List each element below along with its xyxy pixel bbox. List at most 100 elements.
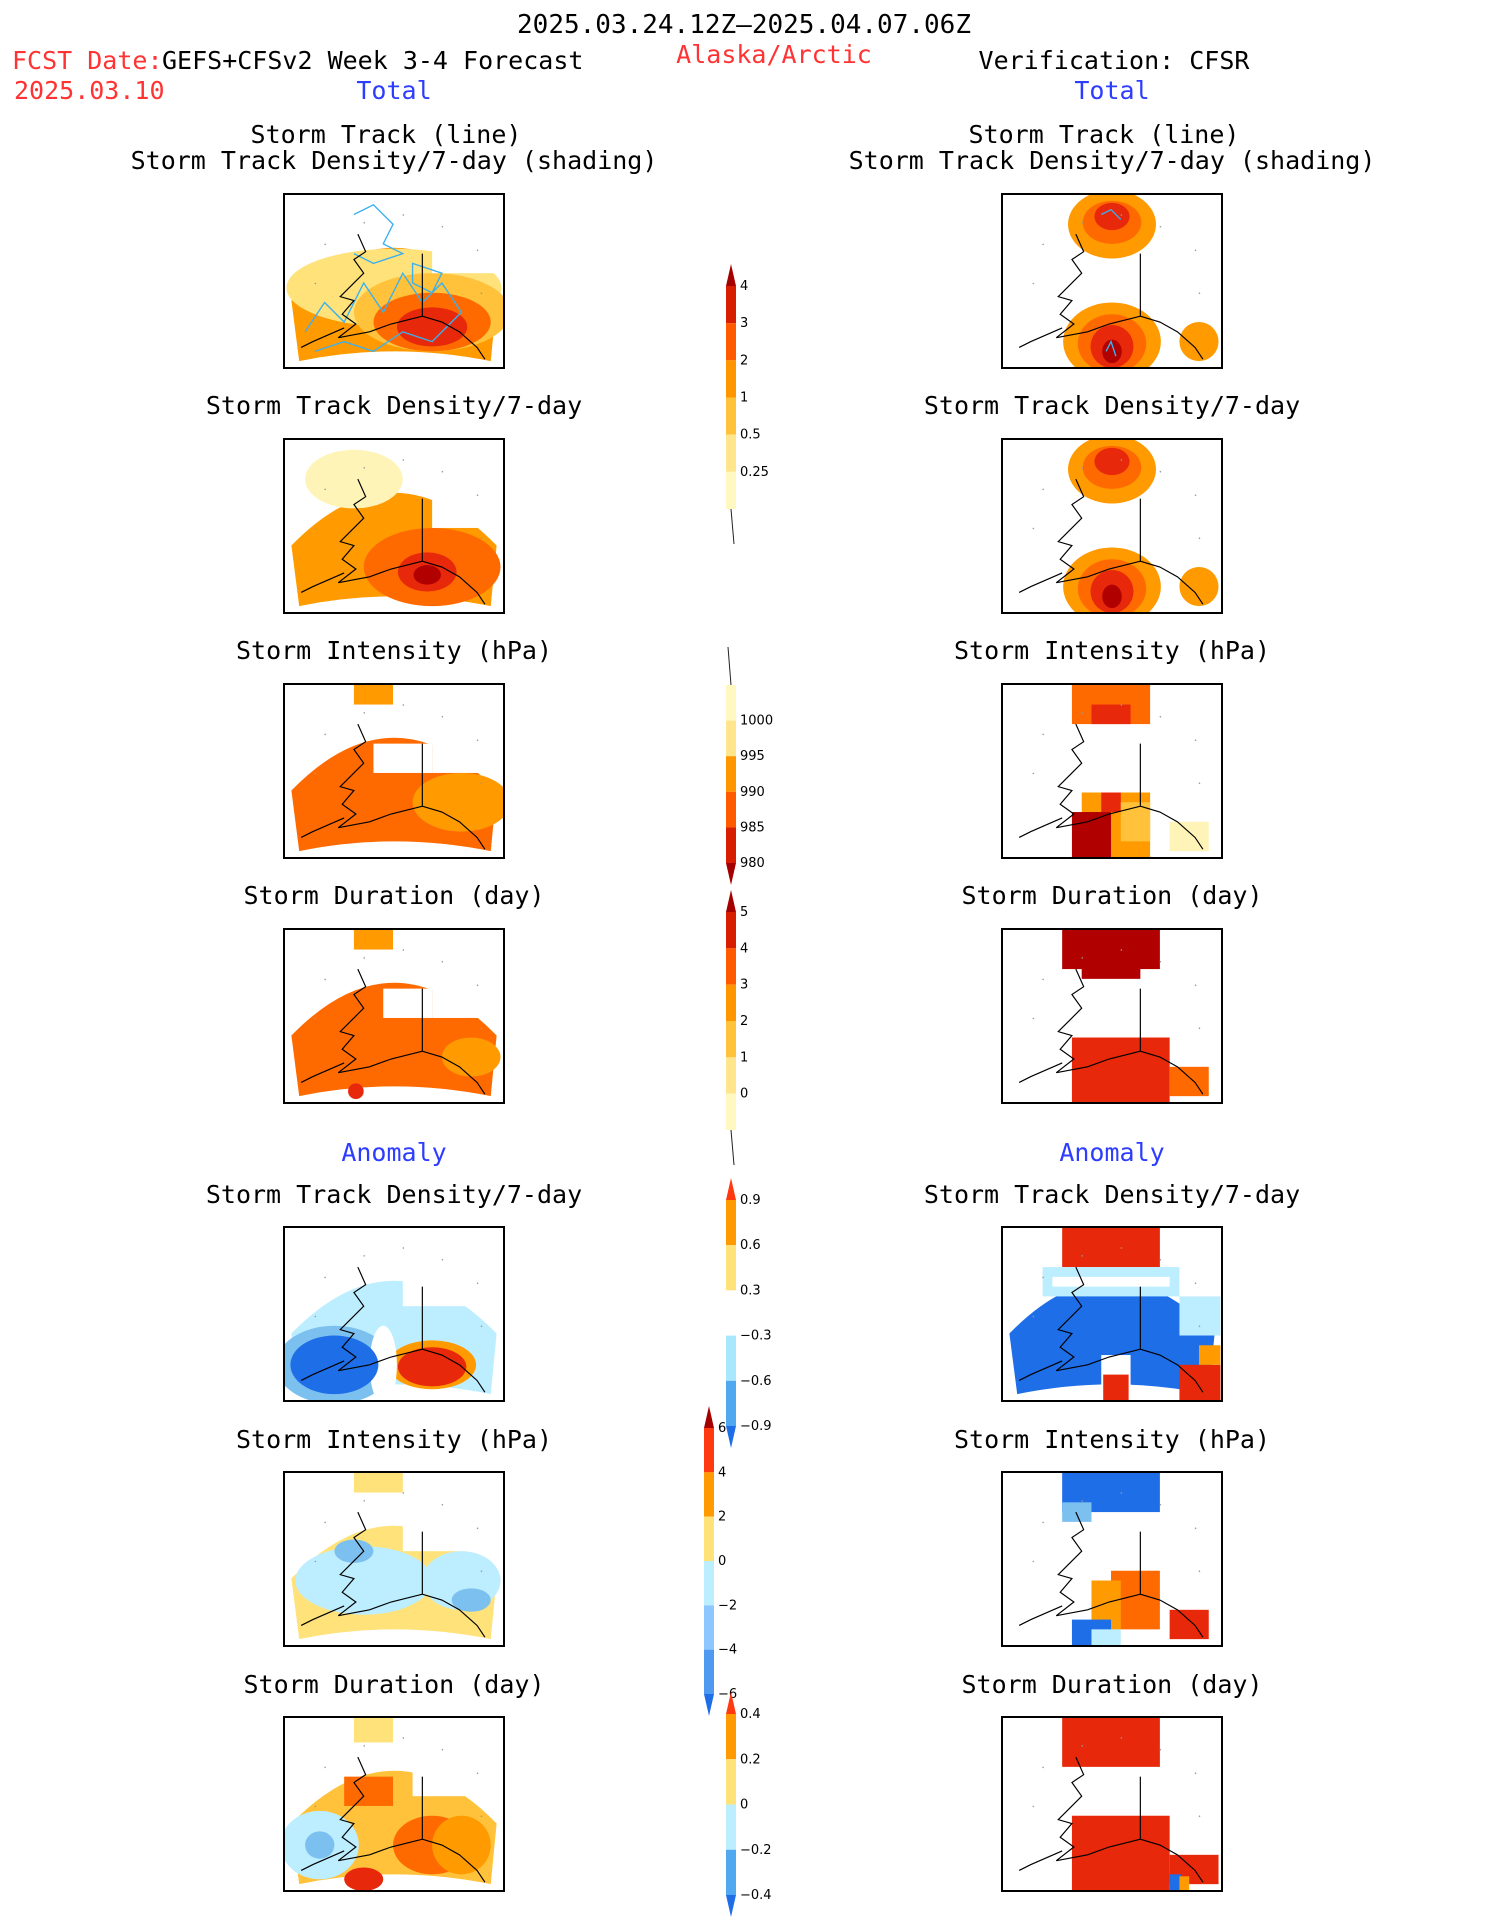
colorbar-tick-label: 0 bbox=[740, 1798, 748, 1813]
colorbar-swatch bbox=[726, 1380, 736, 1426]
shading-area bbox=[432, 685, 503, 773]
panel-title-right-4: Storm Duration (day) bbox=[961, 881, 1263, 910]
map-panel-right-track bbox=[1001, 193, 1223, 369]
colorbar-tick-label: 4 bbox=[740, 279, 748, 294]
colorbar-swatch bbox=[726, 1200, 736, 1246]
shading-area bbox=[1179, 1296, 1221, 1336]
total-label-left: Total bbox=[356, 76, 432, 105]
colorbar-swatch bbox=[704, 1516, 714, 1561]
shading-area bbox=[1071, 1815, 1170, 1890]
anomaly-label-right: Anomaly bbox=[1059, 1138, 1165, 1167]
shading-area bbox=[305, 449, 403, 509]
shading-area bbox=[295, 1546, 433, 1615]
colorbar-tick-label: 5 bbox=[740, 905, 748, 920]
shading-area bbox=[353, 685, 394, 705]
colorbar-tick-label: 1 bbox=[740, 391, 748, 406]
region-label: Alaska/Arctic bbox=[676, 40, 872, 69]
coastline bbox=[1018, 1266, 1204, 1393]
shading-area bbox=[1091, 1629, 1121, 1645]
map-panel-left-track bbox=[283, 193, 505, 369]
colorbar-tick-label: 0.25 bbox=[740, 465, 769, 480]
colorbar-tick-label: −0.6 bbox=[740, 1374, 772, 1389]
panel-title-right-3: Storm Intensity (hPa) bbox=[953, 636, 1271, 665]
colorbar-swatch bbox=[704, 1472, 714, 1517]
colorbar-tick-label: 1 bbox=[740, 1050, 748, 1065]
panel-title-right-1b: Storm Track Density/7-day (shading) bbox=[848, 146, 1376, 175]
map-panel-right-duration bbox=[1001, 928, 1223, 1104]
colorbar-swatch bbox=[726, 890, 736, 912]
colorbar-duration-anomaly: 0.4 0.2 0 −0.2 −0.4 bbox=[722, 1692, 782, 1921]
colorbar-tick-label: 0 bbox=[740, 1087, 748, 1102]
colorbar-tick-label: 990 bbox=[740, 785, 765, 800]
panel-title-right-1a: Storm Track (line) bbox=[968, 120, 1240, 149]
shading-area bbox=[1062, 1228, 1160, 1268]
storm-track-line bbox=[1100, 208, 1122, 357]
colorbar-swatch bbox=[726, 264, 736, 286]
shading-area bbox=[285, 1718, 354, 1758]
map-panel-right-intensity bbox=[1001, 683, 1223, 859]
panel-title-left-5: Storm Track Density/7-day bbox=[205, 1180, 583, 1209]
colorbar-swatch bbox=[726, 827, 736, 863]
colorbar-swatch bbox=[726, 1895, 736, 1917]
shading-area bbox=[402, 1228, 503, 1307]
coastline bbox=[1018, 1511, 1204, 1638]
colorbar-tick-label: 2 bbox=[718, 1510, 726, 1525]
shading-area bbox=[412, 1718, 503, 1797]
colorbar-swatch bbox=[726, 323, 736, 361]
colorbar-tick-label: 980 bbox=[740, 856, 765, 871]
colorbar-tick-label: −0.4 bbox=[740, 1888, 772, 1903]
fcst-date-label: FCST Date: bbox=[12, 46, 163, 75]
map-panel-left-intensity-anomaly bbox=[283, 1471, 505, 1647]
coastline bbox=[1018, 968, 1204, 1095]
shading-area bbox=[432, 214, 501, 274]
panel-title-right-7: Storm Duration (day) bbox=[961, 1670, 1263, 1699]
storm-track-line bbox=[304, 203, 463, 353]
shading-area bbox=[1091, 704, 1131, 725]
colorbar-tick-label: −4 bbox=[718, 1643, 737, 1658]
shading-area bbox=[369, 1325, 397, 1400]
colorbar-tick-label: 0.3 bbox=[740, 1283, 761, 1298]
shading-area bbox=[1101, 792, 1121, 813]
shading-area bbox=[1179, 322, 1219, 362]
panel-title-left-3: Storm Intensity (hPa) bbox=[235, 636, 553, 665]
coastline bbox=[300, 233, 486, 360]
colorbar-swatch bbox=[726, 756, 736, 792]
colorbar-swatch bbox=[726, 1692, 736, 1714]
shading-area bbox=[1102, 339, 1122, 364]
map-panel-right-intensity-anomaly bbox=[1001, 1471, 1223, 1647]
colorbar-tick-label: 995 bbox=[740, 749, 765, 764]
colorbar-swatch bbox=[726, 397, 736, 435]
shading-area bbox=[1071, 1037, 1170, 1102]
map-panel-right-density bbox=[1001, 438, 1223, 614]
colorbar-swatch bbox=[726, 791, 736, 828]
colorbar-tick-label: 0.2 bbox=[740, 1752, 761, 1767]
colorbar-density-total: 4 3 2 1 0.5 0.25 bbox=[722, 264, 782, 548]
panel-title-left-1a: Storm Track (line) bbox=[250, 120, 522, 149]
forecast-period-title: 2025.03.24.12Z–2025.04.07.06Z bbox=[517, 10, 971, 40]
colorbar-tick-label: −0.9 bbox=[740, 1419, 772, 1434]
colorbar-swatch bbox=[726, 948, 736, 985]
map-panel-right-duration-anomaly bbox=[1001, 1716, 1223, 1892]
panel-title-right-6: Storm Intensity (hPa) bbox=[953, 1425, 1271, 1454]
colorbar-swatch bbox=[726, 720, 736, 757]
colorbar-duration-total: 5 4 3 2 1 0 bbox=[722, 890, 782, 1174]
shading-area bbox=[451, 1588, 491, 1612]
shading-area bbox=[1052, 1276, 1170, 1287]
shading-area bbox=[285, 1473, 354, 1513]
shading-area bbox=[413, 565, 441, 585]
colorbar-tick-label: 0 bbox=[718, 1554, 726, 1569]
shading-area bbox=[353, 1473, 403, 1493]
map-panel-left-density bbox=[283, 438, 505, 614]
coastline bbox=[300, 723, 486, 850]
panel-title-right-5: Storm Track Density/7-day bbox=[923, 1180, 1301, 1209]
shading-area bbox=[441, 1037, 501, 1077]
coastline bbox=[1018, 233, 1204, 360]
colorbar-swatch bbox=[726, 1178, 736, 1200]
colorbar-tick-label: 2 bbox=[740, 353, 748, 368]
panel-title-left-6: Storm Intensity (hPa) bbox=[235, 1425, 553, 1454]
colorbar-swatch bbox=[704, 1694, 714, 1716]
colorbar-swatch bbox=[704, 1605, 714, 1650]
panel-title-left-7: Storm Duration (day) bbox=[243, 1670, 545, 1699]
colorbar-tick-label: 0.5 bbox=[740, 428, 761, 443]
shading-area bbox=[1081, 959, 1141, 979]
